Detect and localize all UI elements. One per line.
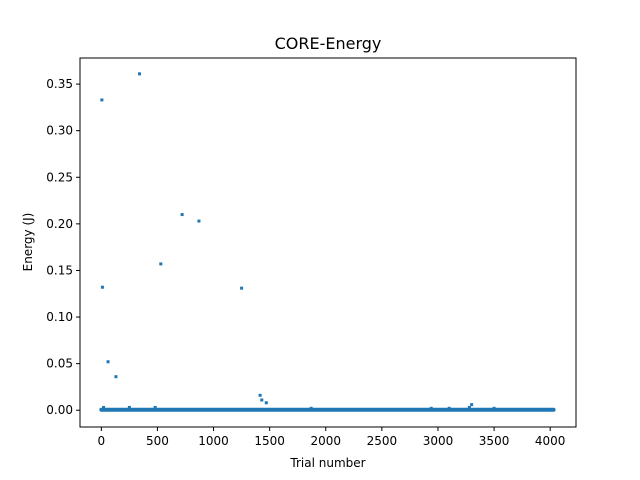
data-point <box>447 406 451 410</box>
y-tick-label: 0.20 <box>46 217 73 231</box>
y-tick-label: 0.35 <box>46 77 73 91</box>
data-point <box>260 398 264 402</box>
data-point <box>102 405 106 409</box>
y-tick-label: 0.10 <box>46 310 73 324</box>
x-tick-label: 2500 <box>367 434 398 448</box>
data-point <box>180 213 184 217</box>
data-marks <box>99 72 556 412</box>
data-point <box>240 286 244 290</box>
data-point <box>137 72 141 76</box>
data-point <box>467 405 471 409</box>
data-point <box>100 285 104 289</box>
y-axis-label: Energy (J) <box>21 213 35 272</box>
data-point <box>492 406 496 410</box>
data-point <box>114 375 118 379</box>
y-tick-label: 0.30 <box>46 124 73 138</box>
data-point <box>429 406 433 410</box>
x-tick-label: 1000 <box>198 434 229 448</box>
y-tick-label: 0.25 <box>46 170 73 184</box>
x-tick-label: 1500 <box>254 434 285 448</box>
y-tick-label: 0.05 <box>46 357 73 371</box>
data-point <box>264 401 268 405</box>
data-point <box>159 262 163 266</box>
x-axis-ticks: 0 500 1000 1500 2000 2500 3000 3500 4000 <box>98 427 566 448</box>
data-point <box>197 219 201 223</box>
x-axis-label: Trial number <box>289 456 365 470</box>
data-point <box>258 393 262 397</box>
x-tick-label: 2000 <box>310 434 341 448</box>
data-point <box>309 406 313 410</box>
data-point <box>127 405 131 409</box>
data-point <box>100 98 104 102</box>
y-tick-label: 0.15 <box>46 263 73 277</box>
y-axis-ticks: 0.00 0.05 0.10 0.15 0.20 0.25 0.30 0.35 <box>46 77 80 417</box>
data-point <box>470 403 474 407</box>
x-tick-label: 3500 <box>479 434 510 448</box>
x-tick-label: 3000 <box>423 434 454 448</box>
x-tick-label: 500 <box>146 434 169 448</box>
x-tick-label: 0 <box>98 434 106 448</box>
y-tick-label: 0.00 <box>46 403 73 417</box>
x-tick-label: 4000 <box>535 434 566 448</box>
data-point <box>106 360 110 364</box>
plot-frame <box>79 57 577 428</box>
chart-title: CORE-Energy <box>275 34 382 53</box>
data-point <box>153 405 157 409</box>
